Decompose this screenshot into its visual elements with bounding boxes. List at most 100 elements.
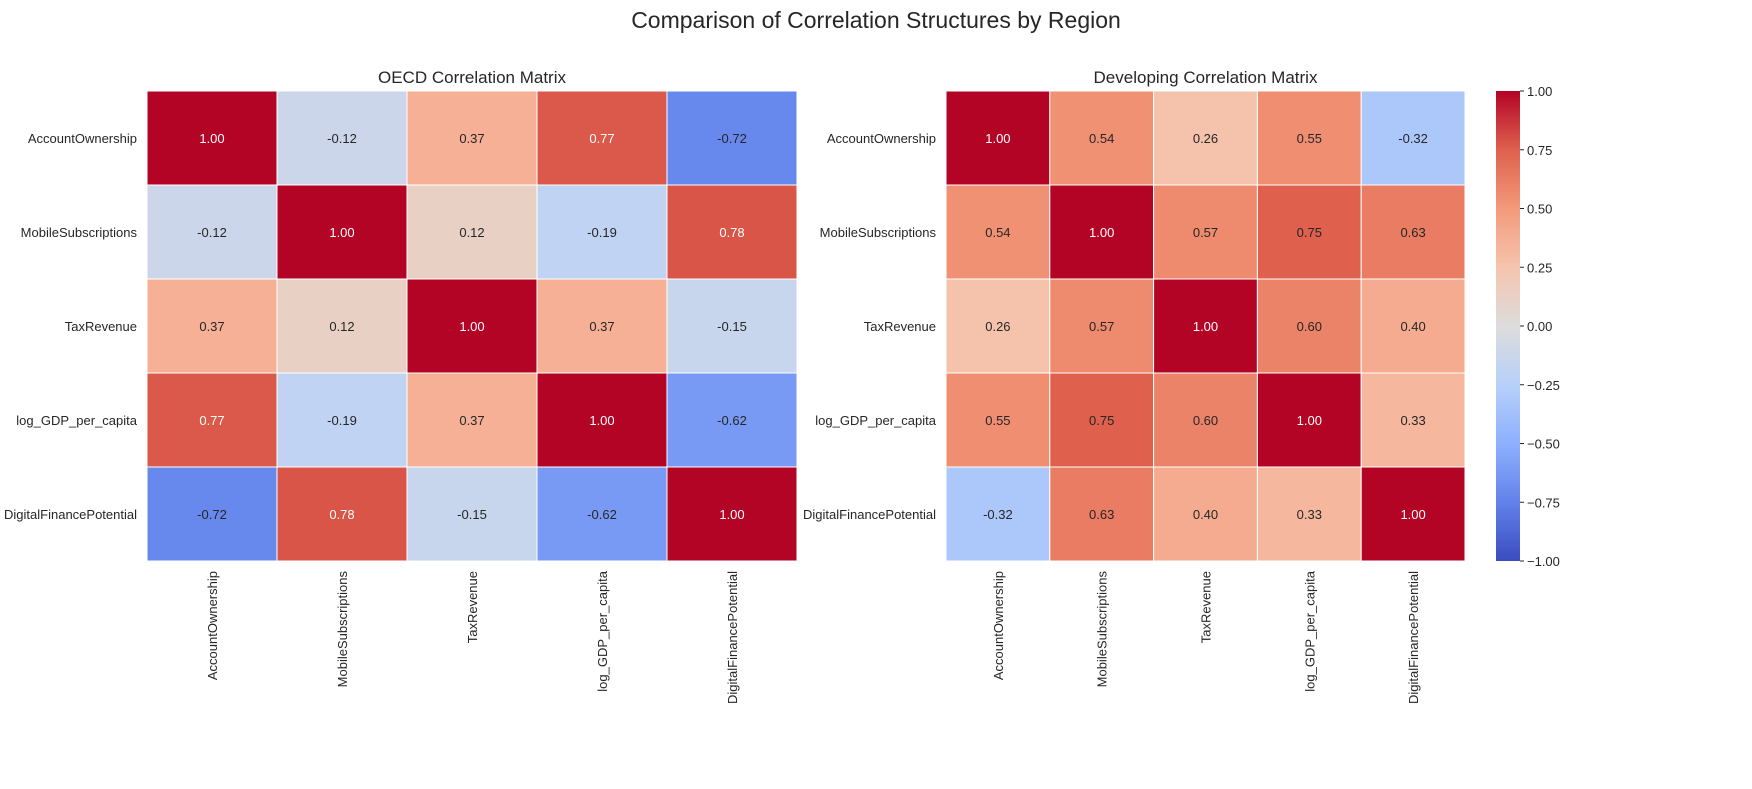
heatmap-cell xyxy=(666,90,798,186)
x-tick-label: TaxRevenue xyxy=(1199,571,1214,643)
colorbar-tick-label: −1.00 xyxy=(1527,554,1560,569)
x-tick-label: AccountOwnership xyxy=(991,571,1006,680)
cell-value-label: 0.37 xyxy=(199,319,224,334)
colorbar-tick-label: −0.25 xyxy=(1527,378,1560,393)
cell-value-label: -0.62 xyxy=(717,413,747,428)
panel-title: Developing Correlation Matrix xyxy=(1094,68,1318,87)
colorbar-tick-label: 0.25 xyxy=(1527,260,1552,275)
cell-value-label: -0.15 xyxy=(457,507,487,522)
x-tick-label: DigitalFinancePotential xyxy=(725,571,740,704)
x-tick-label: log_GDP_per_capita xyxy=(595,570,610,691)
cell-value-label: -0.12 xyxy=(197,225,227,240)
y-tick-label: DigitalFinancePotential xyxy=(4,507,137,522)
cell-value-label: -0.32 xyxy=(1398,131,1428,146)
x-tick-label: log_GDP_per_capita xyxy=(1302,570,1317,691)
colorbar-tick-label: 0.00 xyxy=(1527,319,1552,334)
heatmap-cell xyxy=(1153,372,1258,468)
heatmap-cell xyxy=(945,184,1051,280)
heatmap-cell xyxy=(1153,278,1258,374)
cell-value-label: 0.12 xyxy=(459,225,484,240)
heatmap-cell xyxy=(666,466,798,562)
cell-value-label: 1.00 xyxy=(459,319,484,334)
heatmap-cell xyxy=(1256,278,1362,374)
heatmap-cell xyxy=(406,90,538,186)
heatmap-cell xyxy=(666,278,798,374)
heatmap-cell xyxy=(1360,466,1466,562)
cell-value-label: 0.54 xyxy=(985,225,1010,240)
heatmap-cell xyxy=(536,278,668,374)
cell-value-label: 0.37 xyxy=(589,319,614,334)
heatmap-cell xyxy=(406,466,538,562)
y-tick-label: TaxRevenue xyxy=(65,319,137,334)
cell-value-label: 0.77 xyxy=(589,131,614,146)
heatmap-cell xyxy=(945,278,1051,374)
cell-value-label: -0.32 xyxy=(983,507,1013,522)
colorbar: 1.00 0.75 0.50 0.25 0.00 −0.25 −0.50 −0.75 −1.00 xyxy=(1496,84,1560,569)
cell-value-label: -0.19 xyxy=(327,413,357,428)
cell-value-label: 0.78 xyxy=(719,225,744,240)
x-tick-label: MobileSubscriptions xyxy=(335,571,350,688)
cell-value-label: 1.00 xyxy=(329,225,354,240)
x-tick-label: MobileSubscriptions xyxy=(1095,571,1110,688)
heatmap-cell xyxy=(1256,90,1362,186)
cell-value-label: -0.62 xyxy=(587,507,617,522)
cell-value-label: 0.12 xyxy=(329,319,354,334)
colorbar-tick-label: 0.50 xyxy=(1527,202,1552,217)
colorbar-tick-label: −0.75 xyxy=(1527,495,1560,510)
cell-value-label: 0.37 xyxy=(459,413,484,428)
cell-value-label: -0.19 xyxy=(587,225,617,240)
heatmap-cell xyxy=(536,90,668,186)
cell-value-label: 0.55 xyxy=(1297,131,1322,146)
cell-value-label: 0.60 xyxy=(1193,413,1218,428)
heatmap-cell xyxy=(1049,90,1155,186)
colorbar-tick-label: −0.50 xyxy=(1527,437,1560,452)
y-tick-label: AccountOwnership xyxy=(28,131,137,146)
cell-value-label: 0.77 xyxy=(199,413,224,428)
cell-value-label: 0.60 xyxy=(1297,319,1322,334)
cell-value-label: 1.00 xyxy=(985,131,1010,146)
cell-value-label: -0.72 xyxy=(197,507,227,522)
cell-value-label: 1.00 xyxy=(1400,507,1425,522)
heatmap-cell xyxy=(1153,466,1258,562)
colorbar-bar xyxy=(1496,91,1520,561)
y-tick-label: TaxRevenue xyxy=(864,319,936,334)
heatmap-cell xyxy=(1049,466,1155,562)
y-tick-label: log_GDP_per_capita xyxy=(16,413,137,428)
heatmap-panel-2: Developing Correlation Matrix 1.00 0.54 0.2… xyxy=(803,68,1466,704)
cell-value-label: 0.37 xyxy=(459,131,484,146)
cell-value-label: 0.40 xyxy=(1400,319,1425,334)
y-tick-label: MobileSubscriptions xyxy=(820,225,937,240)
y-tick-label: AccountOwnership xyxy=(827,131,936,146)
heatmap-cell xyxy=(1256,466,1362,562)
heatmap-cell xyxy=(945,466,1051,562)
cell-value-label: 0.33 xyxy=(1400,413,1425,428)
figure-title: Comparison of Correlation Structures by … xyxy=(631,7,1121,33)
heatmap-cell xyxy=(146,466,278,562)
heatmap-cell xyxy=(146,372,278,468)
colorbar-tick-label: 1.00 xyxy=(1527,84,1552,99)
heatmap-cell xyxy=(276,372,408,468)
panel-title: OECD Correlation Matrix xyxy=(378,68,566,87)
heatmap-cell xyxy=(1049,372,1155,468)
heatmap-cell xyxy=(666,184,798,280)
heatmap-cell xyxy=(1360,278,1466,374)
cell-value-label: 0.54 xyxy=(1089,131,1114,146)
heatmap-cell xyxy=(146,184,278,280)
cell-value-label: 0.63 xyxy=(1400,225,1425,240)
heatmap-cell xyxy=(1360,372,1466,468)
heatmap-panel-1: OECD Correlation Matrix 1.00 -0.12 0.37 0.77… xyxy=(4,68,798,704)
cell-value-label: 1.00 xyxy=(1089,225,1114,240)
heatmap-cell xyxy=(406,372,538,468)
cell-value-label: -0.15 xyxy=(717,319,747,334)
heatmap-cell xyxy=(1049,278,1155,374)
cell-value-label: 0.26 xyxy=(1193,131,1218,146)
cell-value-label: 0.40 xyxy=(1193,507,1218,522)
heatmap-cell xyxy=(276,466,408,562)
cell-value-label: 1.00 xyxy=(199,131,224,146)
heatmap-cell xyxy=(276,90,408,186)
cell-value-label: 0.75 xyxy=(1089,413,1114,428)
heatmap-cell xyxy=(146,90,278,186)
y-tick-label: MobileSubscriptions xyxy=(21,225,138,240)
cell-value-label: 0.33 xyxy=(1297,507,1322,522)
